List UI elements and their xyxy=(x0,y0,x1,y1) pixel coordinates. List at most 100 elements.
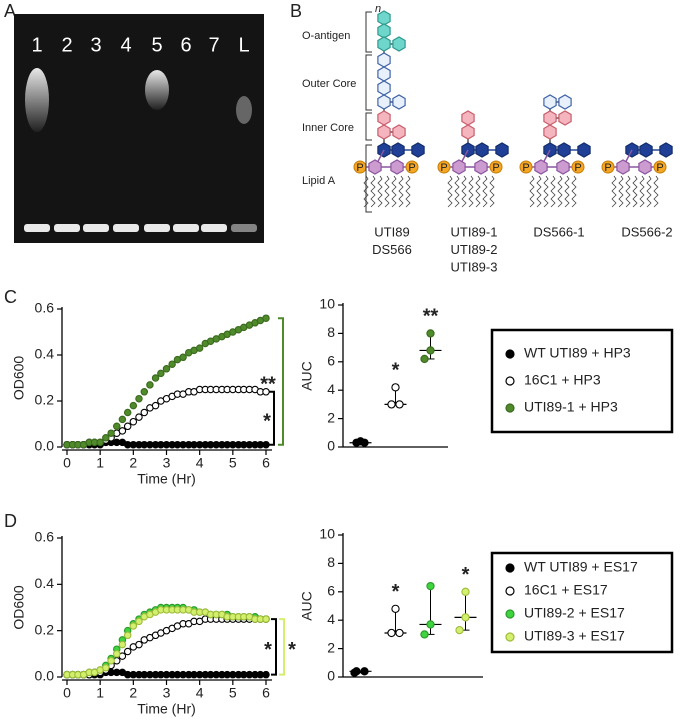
significance-label: * xyxy=(263,411,271,433)
y-tick-label: 0.6 xyxy=(35,529,55,545)
data-point xyxy=(179,353,187,362)
data-point xyxy=(118,415,127,424)
legend-label: 16C1 + HP3 xyxy=(524,372,601,388)
fatty-acid xyxy=(529,175,535,208)
legend-marker xyxy=(505,349,515,359)
column-label: UTI89-2 xyxy=(451,242,498,257)
gel-band xyxy=(113,224,139,232)
data-point xyxy=(135,617,143,626)
sugar-light xyxy=(377,52,391,68)
x-tick-label: 3 xyxy=(163,685,171,701)
y-tick-label: 0.2 xyxy=(35,392,55,408)
lane-label: 1 xyxy=(31,34,42,56)
gel-smear xyxy=(25,68,49,132)
column-label: DS566-2 xyxy=(621,224,672,239)
gel-band xyxy=(24,224,50,232)
legend-marker xyxy=(505,376,515,386)
gel-band xyxy=(231,224,257,232)
phosphate xyxy=(601,160,615,174)
fatty-acid xyxy=(653,175,659,208)
panel-label: B xyxy=(290,1,302,21)
fatty-acid xyxy=(447,175,453,208)
data-point xyxy=(102,434,110,442)
data-point xyxy=(262,440,270,449)
data-point xyxy=(391,604,400,613)
lane-label: 3 xyxy=(90,34,101,56)
data-point xyxy=(118,640,127,649)
gel-band xyxy=(144,224,170,232)
data-point xyxy=(356,437,365,446)
fatty-acid xyxy=(625,175,631,208)
sugar-teal xyxy=(377,23,391,39)
sugar-light xyxy=(377,94,391,110)
data-point xyxy=(96,438,104,447)
phosphate xyxy=(489,160,503,174)
y-axis-label: AUC xyxy=(299,591,315,621)
data-point xyxy=(262,314,270,322)
fatty-acid xyxy=(646,175,652,208)
y-tick-label: 6 xyxy=(327,583,335,599)
data-point xyxy=(426,329,435,338)
phosphate xyxy=(437,160,451,174)
x-axis-label: Time (Hr) xyxy=(137,701,196,717)
sugar-pink xyxy=(377,110,391,126)
data-point xyxy=(135,640,143,649)
legend-box xyxy=(490,328,674,434)
phosphate xyxy=(653,160,667,174)
legend-marker xyxy=(505,609,515,619)
data-point xyxy=(262,615,270,623)
y-tick-label: 0.4 xyxy=(35,575,55,591)
x-tick-label: 6 xyxy=(262,685,270,701)
sugar-purple xyxy=(452,159,466,175)
y-tick-label: 8 xyxy=(327,554,335,570)
sugar-dark xyxy=(475,142,489,158)
data-point xyxy=(395,400,404,409)
data-point xyxy=(360,667,369,676)
region-bracket xyxy=(365,112,372,141)
fatty-acid xyxy=(482,175,488,208)
gel-smear xyxy=(145,70,169,110)
y-tick-label: 0.0 xyxy=(35,668,55,684)
column-label: DS566 xyxy=(372,242,412,257)
y-tick-label: 4 xyxy=(327,381,335,397)
fatty-acid xyxy=(611,175,617,208)
significance-bracket xyxy=(271,618,277,676)
phosphate-label: P xyxy=(408,162,415,174)
phosphate-label: P xyxy=(440,162,447,174)
y-tick-label: 6 xyxy=(327,353,335,369)
data-point xyxy=(113,422,121,431)
data-point xyxy=(395,628,404,638)
region-label: Lipid A xyxy=(302,175,336,187)
x-tick-label: 5 xyxy=(229,685,237,701)
sugar-purple xyxy=(390,159,404,175)
fatty-acid xyxy=(377,175,383,208)
y-tick-label: 0.6 xyxy=(35,300,55,316)
fatty-acid xyxy=(405,175,411,208)
y-tick-label: 4 xyxy=(327,611,335,627)
column-label: UTI89-1 xyxy=(451,224,498,239)
sugar-pink xyxy=(558,110,572,126)
lane-label: 2 xyxy=(61,34,72,56)
sugar-purple xyxy=(638,159,652,175)
gel-band xyxy=(83,224,109,232)
data-point xyxy=(157,369,165,378)
region-bracket xyxy=(365,11,372,53)
region-bracket xyxy=(365,144,372,213)
data-point xyxy=(426,581,435,591)
x-axis-label: Time (Hr) xyxy=(137,471,196,487)
phosphate-label: P xyxy=(574,162,581,174)
significance-label: * xyxy=(264,639,272,661)
legend-box xyxy=(490,551,674,654)
y-tick-label: 10 xyxy=(319,296,335,312)
sugar-light xyxy=(377,66,391,82)
data-point xyxy=(123,631,132,640)
fatty-acid xyxy=(454,175,460,208)
data-point xyxy=(151,401,160,410)
data-point xyxy=(140,388,149,396)
fatty-acid xyxy=(571,175,577,208)
data-point xyxy=(391,383,400,392)
data-point xyxy=(129,401,138,410)
significance-bracket xyxy=(269,390,275,446)
fatty-acid xyxy=(639,175,645,208)
column-label: DS566-1 xyxy=(533,224,584,239)
